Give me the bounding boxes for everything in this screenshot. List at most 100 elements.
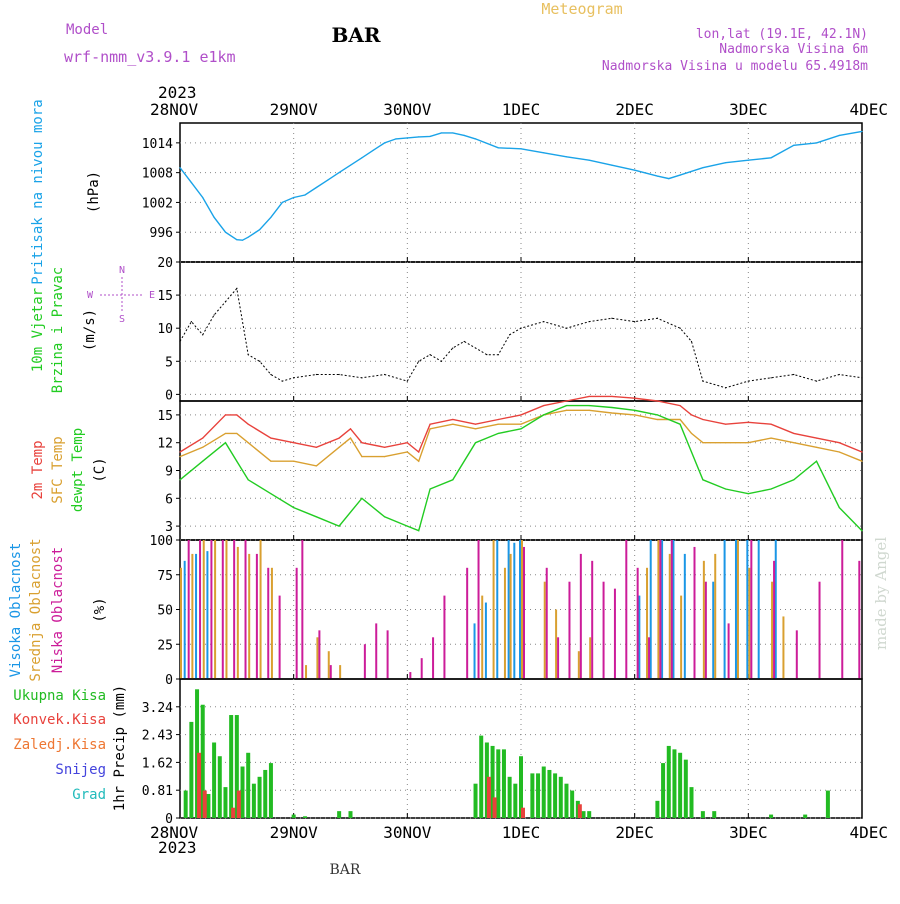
bar: [519, 540, 521, 679]
data-point: [793, 144, 795, 146]
bar: [557, 637, 560, 679]
data-point: [520, 414, 522, 416]
bar: [678, 752, 683, 818]
credit-text: made by Angel: [872, 537, 890, 650]
bar: [570, 790, 575, 818]
data-point: [770, 423, 772, 425]
y-tick-label: 20: [157, 256, 173, 271]
data-point: [384, 373, 386, 376]
bar: [223, 787, 228, 818]
data-point: [838, 373, 840, 376]
data-point: [213, 216, 215, 218]
data-point: [429, 135, 431, 138]
bar: [291, 814, 296, 818]
bar: [782, 616, 785, 679]
data-point: [815, 437, 818, 439]
y-tick-label: 75: [157, 569, 173, 584]
data-point: [679, 327, 681, 329]
y-tick-label: 6: [165, 492, 173, 507]
lonlat-label: lon,lat (19.1E, 42.1N): [696, 27, 868, 42]
data-point: [474, 442, 477, 444]
bar: [206, 551, 209, 679]
y-tick-label: 9: [165, 465, 173, 480]
y-tick-label: 0: [165, 388, 173, 403]
x-date-label-top: 3DEC: [729, 100, 768, 119]
bar: [666, 745, 671, 818]
data-point: [486, 354, 488, 356]
y-tick-label: 0: [165, 673, 173, 688]
bar: [278, 595, 281, 679]
data-point: [224, 442, 227, 444]
data-point: [611, 317, 613, 319]
data-point: [634, 397, 636, 399]
y-tick-label: 1002: [142, 196, 173, 211]
bar: [466, 567, 469, 679]
bar: [523, 546, 525, 679]
data-point: [793, 442, 795, 444]
x-date-label-top: 4DEC: [849, 100, 888, 119]
data-point: [349, 437, 352, 439]
data-point: [224, 432, 227, 435]
bar: [727, 623, 730, 679]
bar: [210, 540, 213, 679]
y-axis-label: Pritisak na nivou mora: [30, 99, 46, 284]
data-point: [429, 488, 431, 490]
panel-pressure: 996 1002 1008 1014 Pritisak na nivou mora (hP…: [30, 99, 863, 285]
data-point: [338, 446, 340, 448]
data-point: [497, 354, 499, 356]
data-point: [247, 236, 249, 238]
series-line: [179, 130, 863, 241]
data-point: [270, 216, 272, 218]
bar: [496, 749, 501, 818]
y-tick-label: 10: [157, 322, 173, 337]
data-point: [725, 488, 727, 490]
data-point: [497, 432, 499, 435]
bar: [646, 567, 649, 679]
data-point: [588, 405, 590, 407]
data-point: [406, 451, 408, 453]
data-point: [861, 130, 863, 133]
bar: [231, 807, 236, 818]
bar: [191, 553, 194, 679]
data-point: [327, 179, 329, 181]
data-point: [656, 418, 659, 421]
bar: [841, 540, 844, 679]
data-point: [179, 479, 181, 481]
bar: [189, 721, 194, 818]
data-point: [429, 428, 431, 430]
legend-entry: Zaledj.Kisa: [13, 737, 106, 753]
data-point: [747, 380, 749, 382]
data-point: [634, 409, 636, 411]
bar: [657, 540, 660, 679]
model-elevation-label: Nadmorska Visina u modelu 65.4918m: [602, 59, 868, 74]
bar: [555, 609, 558, 679]
y-tick-label: 12: [157, 437, 173, 452]
bar: [672, 540, 675, 679]
bar: [244, 540, 247, 679]
bar: [318, 630, 321, 679]
bar: [577, 651, 580, 679]
y-tick-label: 15: [157, 409, 173, 424]
data-point: [258, 229, 261, 231]
data-point: [770, 377, 772, 379]
y-tick-label: 50: [157, 604, 173, 619]
bar: [200, 704, 205, 818]
year-top: 2023: [158, 83, 197, 102]
bar: [568, 581, 571, 679]
data-point: [611, 412, 613, 414]
y-axis-label: SFC Temp: [50, 436, 66, 503]
bar: [521, 540, 523, 679]
bar: [521, 807, 525, 818]
bar: [305, 665, 308, 679]
data-point: [406, 525, 408, 527]
data-point: [293, 377, 295, 379]
x-date-label-bottom: 4DEC: [849, 823, 888, 842]
data-point: [258, 360, 261, 362]
bar: [513, 542, 516, 679]
data-point: [668, 178, 670, 180]
bar: [769, 814, 774, 818]
data-point: [361, 377, 363, 379]
bar: [587, 811, 592, 818]
data-point: [372, 149, 374, 151]
bar: [636, 567, 639, 679]
